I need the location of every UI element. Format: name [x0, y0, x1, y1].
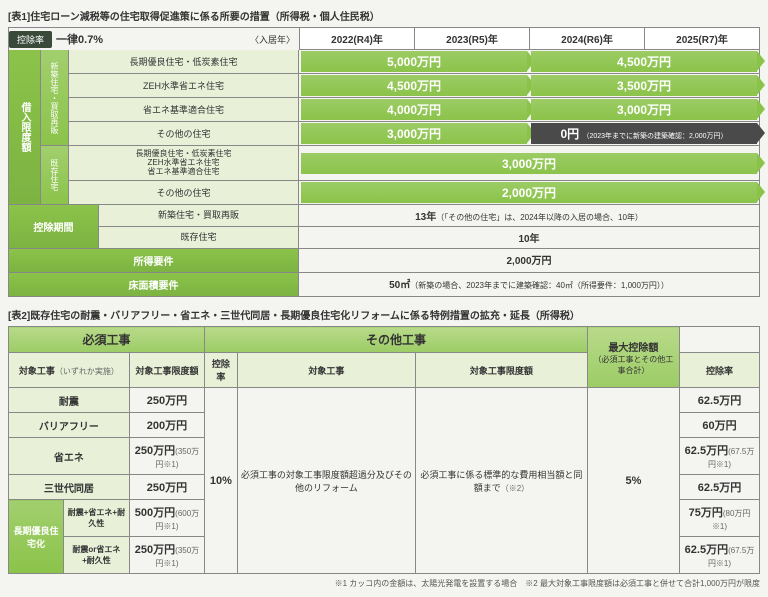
category-existing: 既存住宅 — [41, 146, 69, 204]
limit-header: 対象工事限度額 — [129, 353, 204, 388]
work-subtype: 耐震+省エネ+耐久性 — [63, 500, 129, 537]
nyukyo-label: 〈入居年〉 — [250, 33, 295, 46]
table2: 必須工事 その他工事 最大控除額（必須工事とその他工事合計） 対象工事（いずれか… — [8, 326, 760, 574]
house-type-label: ZEH水準省エネ住宅 — [69, 74, 299, 97]
work-type: 耐震 — [9, 388, 130, 413]
table2-title: [表2]既存住宅の耐震・バリアフリー・省エネ・三世代同居・長期優良住宅化リフォー… — [8, 307, 760, 322]
limit-value: 200万円 — [129, 413, 204, 438]
amount-bar: 3,000万円 — [301, 123, 527, 144]
table1: 控除率 一律0.7% 〈入居年〉 2022(R4)年 2023(R5)年 202… — [8, 27, 760, 297]
limit-value: 250万円 — [129, 388, 204, 413]
max-value: 62.5万円(67.5万円※1) — [680, 438, 760, 475]
limit-value: 250万円 — [129, 475, 204, 500]
amount-bar: 2,000万円 — [301, 182, 757, 203]
year-cell: 2023(R5)年 — [414, 28, 529, 50]
target-work-header: 対象工事 — [237, 353, 415, 388]
house-type-label: その他の住宅 — [69, 122, 299, 145]
dp-existing-value: 10年 — [299, 227, 759, 248]
max-value: 62.5万円 — [680, 388, 760, 413]
limit-value: 250万円(350万円※1) — [129, 438, 204, 475]
long-excellent-label: 長期優良住宅化 — [9, 500, 64, 574]
rate-header: 控除率 — [680, 353, 760, 388]
amount-bar: 3,000万円 — [531, 99, 757, 120]
max-value: 75万円(80万円※1) — [680, 500, 760, 537]
dp-existing-label: 既存住宅 — [99, 227, 299, 248]
other-target-text: 必須工事の対象工事限度額超過分及びその他のリフォーム — [237, 388, 415, 574]
year-cell: 2025(R7)年 — [644, 28, 759, 50]
amount-bar: 4,500万円 — [301, 75, 527, 96]
max-value: 60万円 — [680, 413, 760, 438]
deduction-period-label: 控除期間 — [9, 205, 99, 248]
limit-header: 対象工事限度額 — [415, 353, 587, 388]
house-type-label: 長期優良住宅・低炭素住宅 — [69, 50, 299, 73]
work-type: バリアフリー — [9, 413, 130, 438]
rate2-value: 5% — [587, 388, 679, 574]
house-type-label: その他の住宅 — [69, 181, 299, 204]
dp-new-value: 13年（「その他の住宅」は、2024年以降の入居の場合、10年） — [299, 205, 759, 226]
floor-req-value: 50㎡（新築の場合、2023年までに建築確認：40㎡（所得要件：1,000万円）… — [299, 273, 759, 296]
income-req-value: 2,000万円 — [299, 249, 759, 272]
loan-limit-label: 借入限度額 — [9, 50, 41, 204]
work-type: 省エネ — [9, 438, 130, 475]
footnote: ※1 カッコ内の金額は、太陽光発電を設置する場合 ※2 最大対象工事限度額は必須… — [8, 578, 760, 589]
income-req-label: 所得要件 — [9, 249, 299, 272]
amount-bar: 3,000万円 — [301, 153, 757, 174]
category-new: 新築住宅・買取再販 — [41, 50, 69, 145]
floor-req-label: 床面積要件 — [9, 273, 299, 296]
rate1-value: 10% — [205, 388, 238, 574]
amount-bar: 4,500万円 — [531, 51, 757, 72]
year-cell: 2024(R6)年 — [529, 28, 644, 50]
amount-bar: 5,000万円 — [301, 51, 527, 72]
dp-new-label: 新築住宅・買取再販 — [99, 205, 299, 226]
rate-header: 控除率 — [205, 353, 238, 388]
target-work-header: 対象工事（いずれか実施） — [9, 353, 130, 388]
house-type-label: 省エネ基準適合住宅 — [69, 98, 299, 121]
table1-title: [表1]住宅ローン減税等の住宅取得促進策に係る所要の措置（所得税・個人住民税） — [8, 8, 760, 23]
limit-value: 500万円(600万円※1) — [129, 500, 204, 537]
other-limit-text: 必須工事に係る標準的な費用相当額と同額まで（※2） — [415, 388, 587, 574]
max-deduction-header: 最大控除額（必須工事とその他工事合計） — [587, 327, 679, 388]
amount-bar: 4,000万円 — [301, 99, 527, 120]
rate-label: 控除率 — [9, 31, 52, 48]
amount-bar-zero: 0円 （2023年までに新築の建築確認：2,000万円） — [531, 123, 757, 144]
other-work-header: その他工事 — [205, 327, 588, 353]
work-subtype: 耐震or省エネ+耐久性 — [63, 537, 129, 574]
max-value: 62.5万円 — [680, 475, 760, 500]
year-cell: 2022(R4)年 — [299, 28, 414, 50]
amount-bar: 3,500万円 — [531, 75, 757, 96]
rate-value: 一律0.7% — [56, 31, 103, 47]
work-type: 三世代同居 — [9, 475, 130, 500]
limit-value: 250万円(350万円※1) — [129, 537, 204, 574]
max-value: 62.5万円(67.5万円※1) — [680, 537, 760, 574]
required-work-header: 必須工事 — [9, 327, 205, 353]
house-type-label: 長期優良住宅・低炭素住宅 ZEH水準省エネ住宅 省エネ基準適合住宅 — [69, 146, 299, 180]
